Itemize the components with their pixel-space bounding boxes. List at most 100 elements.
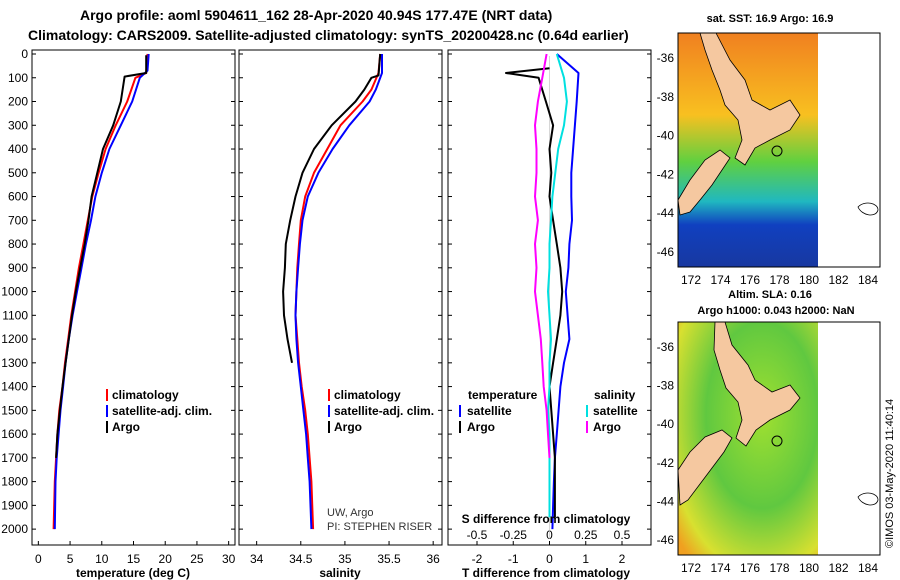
legend-climatology: climatology: [112, 388, 179, 402]
depth-tick-label: 1100: [2, 308, 28, 322]
x-tick-label: 35: [338, 552, 352, 566]
map-lat-label: -46: [657, 245, 675, 259]
map-lat-label: -44: [657, 494, 675, 508]
series-s-satellite: [547, 53, 568, 518]
depth-tick-label: 700: [8, 213, 28, 227]
depth-tick-label: 100: [8, 71, 28, 85]
series-climatology: [52, 53, 149, 530]
sla-argo-position: [771, 435, 783, 447]
series-s-argo: [534, 53, 551, 458]
x-tick-label: 25: [190, 552, 204, 566]
sst-map: [677, 32, 881, 268]
legend-swatch-t-satellite: [459, 405, 461, 417]
legend-satellite: satellite-adj. clim.: [334, 404, 434, 418]
x-tick-label: 1: [582, 552, 589, 566]
salinity-panel-frame: [238, 49, 443, 546]
map-lat-label: -42: [657, 456, 675, 470]
series-satellite-adj-clim-: [294, 54, 383, 530]
map-lat-label: -38: [657, 379, 675, 393]
map-lon-label: 180: [799, 561, 819, 575]
s-tick-label: -0.5: [467, 528, 488, 542]
map-lon-label: 184: [858, 273, 878, 287]
depth-tick-label: 1700: [1, 451, 28, 465]
depth-tick-label: 1200: [1, 332, 28, 346]
sst-north-island: [699, 32, 801, 166]
series-t-satellite: [551, 53, 580, 530]
map-lon-label: 172: [681, 273, 701, 287]
depth-tick-label: 1400: [1, 380, 28, 394]
legend-swatch-t-argo: [459, 421, 461, 433]
legend-t-satellite: satellite: [467, 404, 512, 418]
x-tick-label: 2: [619, 552, 626, 566]
sla-map-frame: [677, 321, 881, 556]
salinity-xlabel: salinity: [319, 566, 361, 580]
map-lat-label: -46: [657, 533, 675, 547]
imos-credit: ©IMOS 03-May-2020 11:40:14: [884, 399, 896, 548]
x-tick-label: 10: [95, 552, 109, 566]
difference-legend-temperature: temperature satellite Argo: [459, 388, 538, 434]
sla-no-data: [818, 322, 880, 555]
x-tick-label: 0: [546, 552, 553, 566]
sla-map-title1: Altim. SLA: 0.16: [728, 289, 812, 301]
sla-chatham-island: [857, 492, 879, 506]
sla-south-island: [677, 429, 733, 506]
legend-swatch-s-satellite: [586, 405, 588, 417]
depth-tick-label: 2000: [1, 522, 28, 536]
depth-tick-label: 500: [8, 166, 28, 180]
temperature-xlabel: temperature (deg C): [76, 566, 190, 580]
map-lon-label: 178: [769, 561, 789, 575]
series-satellite-adj-clim-: [53, 53, 150, 530]
x-tick-label: 30: [222, 552, 236, 566]
legend-swatch-climatology: [106, 389, 108, 401]
map-lat-label: -40: [657, 129, 675, 143]
legend-salinity-title: salinity: [594, 388, 636, 402]
depth-tick-label: 400: [8, 142, 28, 156]
legend-swatch-s-argo: [586, 421, 588, 433]
depth-tick-label: 300: [8, 118, 28, 132]
series-t-argo: [505, 67, 564, 518]
map-lat-label: -36: [657, 340, 675, 354]
depth-tick-label: 1800: [1, 475, 28, 489]
map-lat-label: -40: [657, 417, 675, 431]
legend-argo: Argo: [112, 420, 140, 434]
map-lon-label: 176: [740, 561, 760, 575]
legend-swatch-satellite: [106, 405, 108, 417]
sst-map-title: sat. SST: 16.9 Argo: 16.9: [707, 13, 834, 25]
series-argo: [282, 53, 382, 363]
map-lon-label: 172: [681, 561, 701, 575]
salinity-legend: climatology satellite-adj. clim. Argo UW…: [327, 388, 434, 533]
map-axes: 172 174 176 178 180 182 184 -36 -38 -40 -42 -44 -46 1…: [657, 51, 879, 575]
depth-tick-label: 200: [8, 95, 28, 109]
legend-swatch-climatology: [328, 389, 330, 401]
map-lat-label: -42: [657, 167, 675, 181]
s-tick-label: -0.25: [500, 528, 528, 542]
salinity-annotation-1: UW, Argo: [327, 507, 373, 519]
temperature-plot: 0 5 10 15 20 25 30: [35, 53, 236, 566]
map-lon-label: 174: [710, 273, 730, 287]
legend-temperature-title: temperature: [468, 388, 538, 402]
map-lon-label: 184: [858, 561, 878, 575]
sst-chatham-island: [857, 202, 879, 216]
x-tick-label: 20: [159, 552, 173, 566]
legend-s-satellite: satellite: [593, 404, 638, 418]
map-lon-label: 174: [710, 561, 730, 575]
legend-s-argo: Argo: [593, 420, 621, 434]
sla-map-title2: Argo h1000: 0.043 h2000: NaN: [697, 305, 854, 317]
s-difference-xlabel: S difference from climatology: [462, 512, 631, 526]
salinity-annotation-2: PI: STEPHEN RISER: [327, 521, 432, 533]
depth-tick-label: 1300: [1, 356, 28, 370]
x-tick-label: 15: [127, 552, 141, 566]
temperature-panel-frame: [31, 49, 236, 546]
temperature-legend: climatology satellite-adj. clim. Argo: [106, 388, 212, 434]
depth-tick-label: 1000: [1, 285, 28, 299]
difference-plot: -2 -1 0 1 2-0.5 -0.25 0 0.25 0.5: [467, 53, 631, 566]
header-line1: Argo profile: aoml 5904611_162 28-Apr-20…: [80, 7, 552, 23]
depth-tick-label: 1600: [1, 427, 28, 441]
legend-swatch-argo: [328, 421, 330, 433]
depth-tick-label: 1900: [1, 498, 28, 512]
x-tick-label: -1: [508, 552, 519, 566]
sst-map-frame: [677, 32, 881, 268]
x-tick-label: 35.5: [377, 552, 401, 566]
sst-argo-position: [771, 145, 783, 157]
